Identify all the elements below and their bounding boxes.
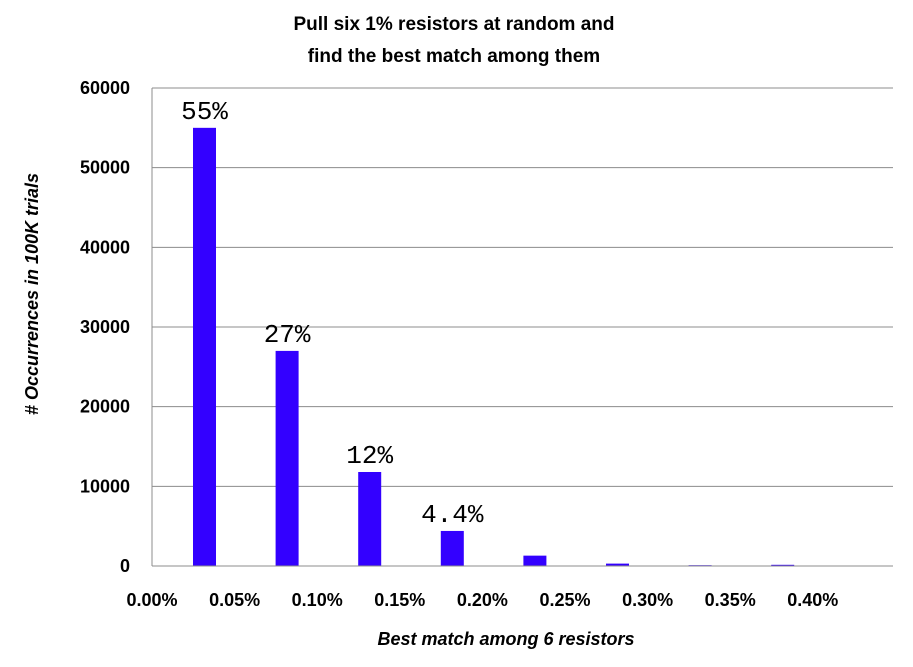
bar-data-label: 27% [264,320,311,350]
y-tick-label: 60000 [80,78,130,98]
y-tick-label: 30000 [80,317,130,337]
bar [440,530,464,566]
bars [193,127,795,566]
bar [606,563,629,566]
gridlines [152,87,893,487]
x-tick-label: 0.25% [539,590,590,610]
bar [523,555,547,566]
x-tick-label: 0.30% [622,590,673,610]
x-tick-label: 0.35% [705,590,756,610]
bar-data-label: 55% [181,97,228,127]
bar [771,564,795,566]
bar [275,350,299,566]
x-tick-label: 0.10% [292,590,343,610]
y-tick-label: 40000 [80,237,130,257]
x-tick-label: 0.00% [126,590,177,610]
bar-data-label: 4.4% [421,500,484,530]
x-tick-label: 0.15% [374,590,425,610]
x-axis-label: Best match among 6 resistors [377,629,634,649]
x-axis-ticks: 0.00% 0.05% 0.10% 0.15% 0.20% 0.25% 0.30% 0.35%… [126,590,838,610]
bar [358,471,382,566]
x-tick-label: 0.05% [209,590,260,610]
chart-title-line-2: find the best match among them [308,46,600,67]
bar [193,127,216,566]
chart-title-line-1: Pull six 1% resistors at random and [294,14,615,35]
y-tick-label: 20000 [80,397,130,417]
x-tick-label: 0.20% [457,590,508,610]
y-tick-label: 50000 [80,158,130,178]
y-tick-label: 10000 [80,476,130,496]
y-tick-label: 0 [120,556,130,576]
y-axis-label: # Occurrences in 100K trials [22,173,42,415]
bar-data-label: 12% [346,441,393,471]
x-tick-label: 0.40% [787,590,838,610]
data-labels: 55% 27% 12% 4.4% [181,97,484,530]
y-axis-ticks: 0 10000 20000 30000 40000 50000 60000 [80,78,130,576]
